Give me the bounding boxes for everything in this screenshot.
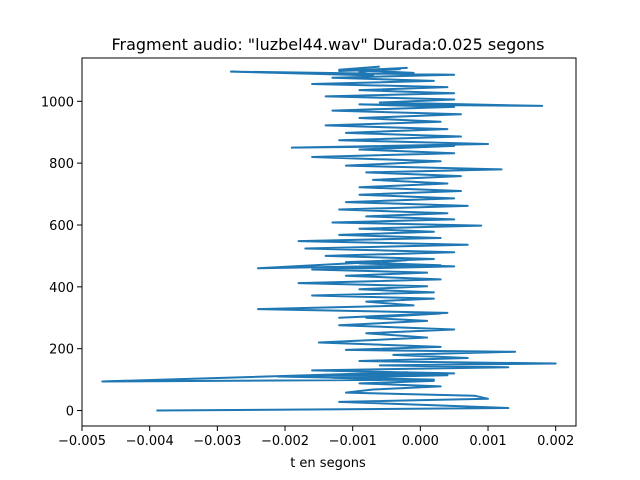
x-tick-label: 0.002 bbox=[537, 434, 574, 449]
x-tick-label: 0.001 bbox=[469, 434, 506, 449]
x-tick-label: −0.003 bbox=[193, 434, 241, 449]
y-tick-label: 1000 bbox=[41, 95, 74, 110]
series-line-0 bbox=[101, 65, 557, 412]
plot-area-frame bbox=[81, 57, 577, 427]
y-tick-label: 800 bbox=[49, 157, 74, 172]
x-tick-label: 0.000 bbox=[402, 434, 439, 449]
x-tick-label: −0.001 bbox=[329, 434, 377, 449]
x-tick-label: −0.005 bbox=[58, 434, 106, 449]
x-tick-label: −0.004 bbox=[126, 434, 174, 449]
y-tick-label: 0 bbox=[66, 405, 74, 420]
x-tick-label: −0.002 bbox=[261, 434, 309, 449]
y-tick-label: 200 bbox=[49, 343, 74, 358]
x-axis: −0.005 −0.004 −0.003 −0.002 −0.001 0.000 0.001… bbox=[58, 426, 574, 449]
y-tick-label: 400 bbox=[49, 281, 74, 296]
series-layer bbox=[101, 65, 557, 412]
x-axis-label: t en segons bbox=[290, 456, 366, 471]
chart-title: Fragment audio: "luzbel44.wav" Durada:0.… bbox=[111, 35, 544, 54]
y-tick-label: 600 bbox=[49, 219, 74, 234]
y-axis: 0 200 400 600 800 1000 bbox=[41, 95, 82, 420]
